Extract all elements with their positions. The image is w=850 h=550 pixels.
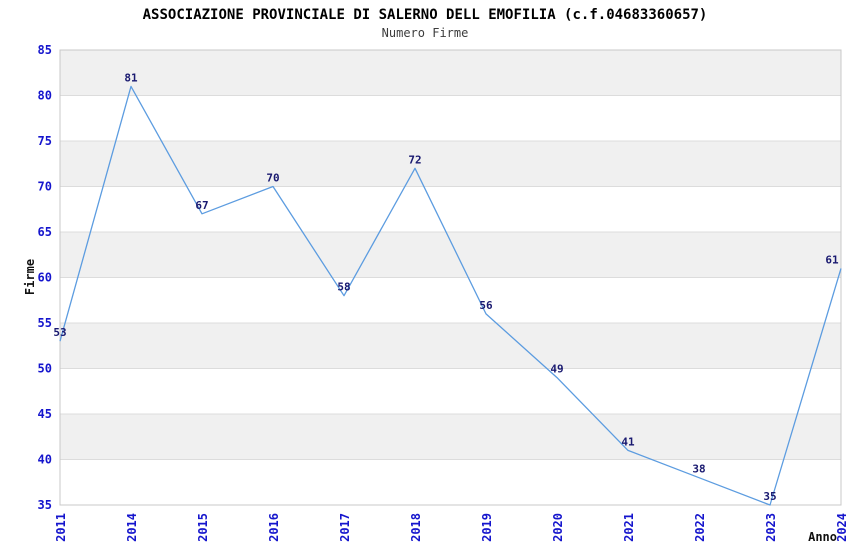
point-label: 35 — [763, 490, 776, 503]
y-tick-label: 80 — [38, 89, 52, 103]
x-tick-label: 2011 — [54, 513, 68, 542]
grid-band — [60, 141, 841, 187]
x-axis-label: Anno — [808, 530, 837, 544]
point-label: 58 — [337, 281, 350, 294]
point-label: 81 — [124, 71, 138, 84]
x-tick-label: 2024 — [835, 513, 849, 542]
plot-border — [59, 49, 842, 506]
point-label: 53 — [53, 326, 66, 339]
y-tick-label: 85 — [38, 43, 52, 57]
y-tick-label: 35 — [38, 498, 52, 512]
y-tick-label: 75 — [38, 134, 52, 148]
grid-band — [60, 414, 841, 460]
x-tick-label: 2021 — [622, 513, 636, 542]
x-tick-label: 2018 — [409, 513, 423, 542]
point-label: 38 — [692, 463, 705, 476]
plot-area: 35 40 45 50 55 60 65 70 75 80 85 2011 2014 2015 2016 20… — [38, 43, 849, 542]
x-tick-label: 2015 — [196, 513, 210, 542]
y-tick-label: 40 — [38, 453, 52, 467]
x-tick-label: 2019 — [480, 513, 494, 542]
point-label: 41 — [621, 435, 635, 448]
grid-band — [60, 50, 841, 96]
point-label: 67 — [195, 199, 208, 212]
grid-band — [60, 323, 841, 369]
x-tick-label: 2016 — [267, 513, 281, 542]
y-tick-label: 65 — [38, 225, 52, 239]
x-tick-label: 2022 — [693, 513, 707, 542]
x-tick-label: 2014 — [125, 513, 139, 542]
point-label: 61 — [825, 253, 839, 266]
y-axis-label: Firme — [23, 259, 37, 295]
y-tick-label: 50 — [38, 362, 52, 376]
y-tick-label: 45 — [38, 407, 52, 421]
grid-band — [60, 232, 841, 278]
y-tick-label: 55 — [38, 316, 52, 330]
y-tick-label: 60 — [38, 271, 52, 285]
series-line — [59, 85, 842, 506]
point-label: 70 — [266, 172, 279, 185]
chart-title: ASSOCIAZIONE PROVINCIALE DI SALERNO DELL… — [143, 7, 708, 23]
point-label: 49 — [550, 363, 563, 376]
y-tick-label: 70 — [38, 180, 52, 194]
point-label: 56 — [479, 299, 493, 312]
point-label: 72 — [408, 153, 421, 166]
x-tick-label: 2023 — [764, 513, 778, 542]
chart-subtitle: Numero Firme — [382, 26, 469, 40]
x-tick-label: 2020 — [551, 513, 565, 542]
x-tick-label: 2017 — [338, 513, 352, 542]
